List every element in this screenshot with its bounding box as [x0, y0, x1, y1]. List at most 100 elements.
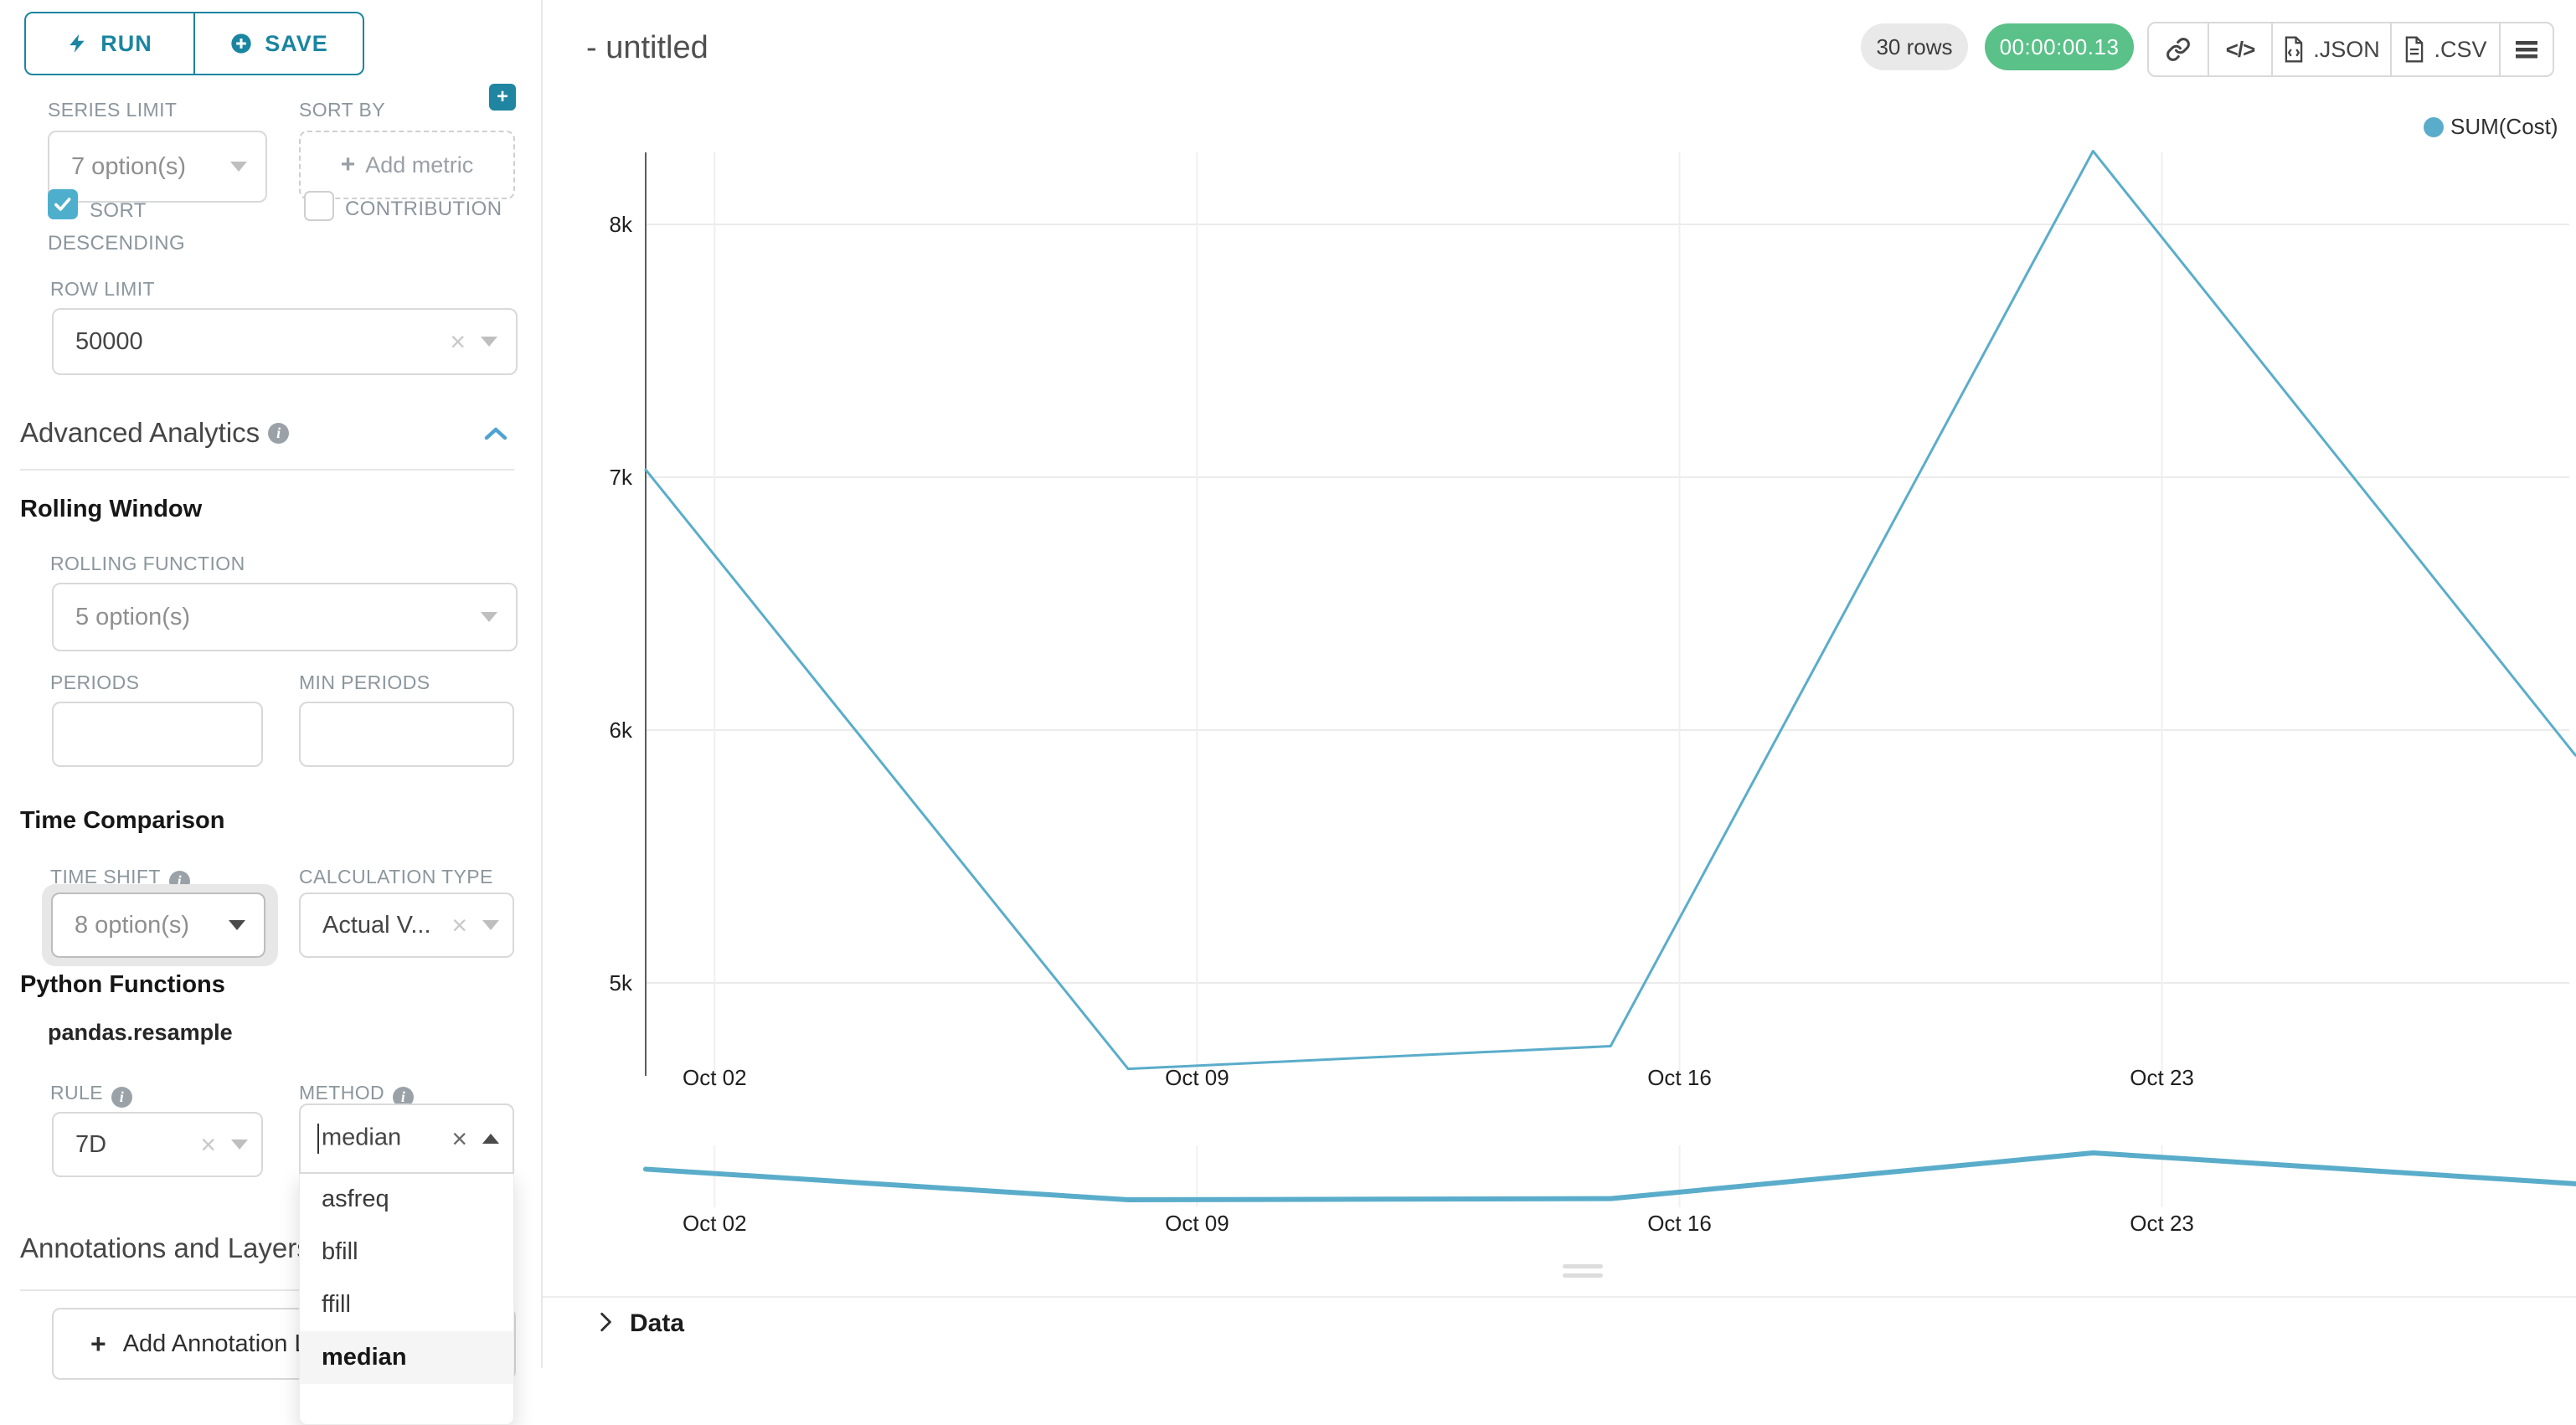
pandas-resample-label: pandas.resample	[48, 1020, 233, 1045]
chevron-up-icon	[482, 1134, 499, 1144]
chart-svg[interactable]: 5k 6k 7k 8k Oct 02 Oct 02 Oct 09 Oct 09 Oct 16 Oc…	[543, 0, 2576, 1273]
plus-icon: +	[496, 85, 508, 108]
sort-descending-label: SORT DESCENDING	[48, 199, 186, 255]
checkmark-icon	[54, 198, 71, 211]
chevron-down-icon	[231, 1139, 248, 1150]
svg-text:6k: 6k	[610, 718, 633, 743]
hamburger-menu-icon	[2516, 41, 2537, 59]
legend-label: SUM(Cost)	[2450, 114, 2558, 139]
csv-file-icon	[2406, 36, 2424, 63]
contribution-checkbox[interactable]	[304, 191, 334, 221]
plus-circle-icon	[231, 33, 251, 54]
svg-text:Oct 16: Oct 16	[1647, 1211, 1712, 1236]
export-button-group: </> .JSON .CSV	[2147, 22, 2554, 77]
method-option-asfreq[interactable]: asfreq	[322, 1186, 389, 1212]
svg-text:Oct 02: Oct 02	[683, 1211, 747, 1236]
calculation-type-value: Actual V...	[322, 911, 431, 939]
row-limit-value: 50000	[75, 327, 143, 355]
run-button-label: RUN	[100, 30, 152, 56]
legend-dot-icon	[2424, 116, 2444, 137]
chevron-right-icon[interactable]	[595, 1311, 616, 1333]
method-option-median[interactable]: median	[300, 1331, 513, 1384]
method-label: METHOD i	[299, 1082, 415, 1108]
clear-icon[interactable]: ×	[450, 327, 466, 357]
panel-resize-handle[interactable]	[1563, 1264, 1603, 1283]
data-panel-label[interactable]: Data	[630, 1309, 685, 1337]
section-divider	[20, 1289, 514, 1291]
export-csv-label: .CSV	[2434, 36, 2487, 62]
rule-label: RULE i	[50, 1082, 132, 1108]
method-option-bfill[interactable]: bfill	[322, 1238, 358, 1265]
sort-by-add-metric[interactable]: + Add metric	[299, 131, 515, 199]
clear-icon[interactable]: ×	[451, 1124, 467, 1154]
svg-text:Oct 16: Oct 16	[1647, 1065, 1712, 1090]
svg-text:Oct 09: Oct 09	[1165, 1211, 1229, 1236]
run-save-segmented-control: RUN SAVE	[24, 12, 364, 75]
row-count-badge: 30 rows	[1861, 23, 1968, 70]
min-periods-label: MIN PERIODS	[299, 671, 430, 693]
method-option-ffill[interactable]: ffill	[322, 1291, 351, 1318]
view-query-button[interactable]: </>	[2208, 23, 2271, 75]
series-limit-label: SERIES LIMIT	[48, 99, 178, 121]
chevron-down-icon	[481, 612, 497, 622]
time-comparison-title: Time Comparison	[20, 807, 225, 834]
share-link-button[interactable]	[2149, 23, 2208, 75]
section-divider	[20, 469, 514, 471]
chevron-down-icon	[230, 162, 247, 172]
chevron-down-icon	[229, 920, 245, 930]
page-title[interactable]: - untitled	[586, 30, 708, 65]
clear-icon[interactable]: ×	[200, 1129, 216, 1160]
time-shift-label: TIME SHIFT i	[50, 866, 190, 892]
export-json-button[interactable]: .JSON	[2271, 23, 2390, 75]
svg-text:7k: 7k	[610, 465, 633, 490]
save-button-label: SAVE	[265, 30, 328, 56]
run-button[interactable]: RUN	[26, 13, 193, 74]
rolling-function-value: 5 option(s)	[75, 603, 191, 630]
row-limit-select[interactable]: 50000 ×	[52, 308, 518, 375]
series-limit-value: 7 option(s)	[71, 152, 187, 180]
save-button[interactable]: SAVE	[193, 13, 363, 74]
sort-descending-checkbox[interactable]	[48, 189, 78, 219]
svg-text:Oct 09: Oct 09	[1165, 1065, 1229, 1090]
chart-panel: - untitled 30 rows 00:00:00.13 </> .JSON…	[543, 0, 2576, 1368]
annotations-header: Annotations and Layers	[20, 1232, 311, 1264]
svg-text:8k: 8k	[610, 212, 633, 237]
advanced-analytics-header[interactable]: Advanced Analytics i	[20, 417, 290, 449]
periods-input[interactable]	[52, 702, 263, 767]
rule-select[interactable]: 7D ×	[52, 1112, 263, 1177]
info-icon: i	[268, 422, 290, 444]
rule-value: 7D	[75, 1130, 107, 1158]
clear-icon[interactable]: ×	[451, 910, 467, 940]
method-combobox[interactable]: median ×	[299, 1103, 514, 1174]
export-csv-button[interactable]: .CSV	[2390, 23, 2499, 75]
time-shift-value: 8 option(s)	[75, 911, 190, 939]
row-limit-label: ROW LIMIT	[50, 278, 155, 300]
method-dropdown: asfreq bfill ffill median	[299, 1172, 514, 1425]
time-shift-select[interactable]: 8 option(s)	[51, 893, 265, 958]
text-cursor	[317, 1124, 319, 1154]
data-panel: Data	[543, 1296, 2576, 1370]
code-icon: </>	[2225, 36, 2256, 62]
chevron-down-icon	[482, 920, 499, 930]
min-periods-input[interactable]	[299, 702, 514, 767]
info-icon: i	[111, 1087, 132, 1108]
svg-text:5k: 5k	[610, 970, 633, 995]
contribution-label: CONTRIBUTION	[345, 198, 502, 220]
series-limit-select[interactable]: 7 option(s)	[48, 131, 267, 203]
rolling-function-select[interactable]: 5 option(s)	[52, 583, 518, 651]
svg-text:Oct 23: Oct 23	[2130, 1065, 2194, 1090]
calculation-type-label: CALCULATION TYPE	[299, 866, 493, 887]
calculation-type-select[interactable]: Actual V... ×	[299, 893, 514, 958]
export-json-label: .JSON	[2313, 36, 2380, 62]
rolling-window-title: Rolling Window	[20, 496, 203, 522]
chart-legend[interactable]: SUM(Cost)	[2424, 114, 2558, 140]
method-input[interactable]: median	[317, 1124, 451, 1154]
time-shift-focus-ring: 8 option(s)	[42, 884, 278, 966]
chevron-up-icon[interactable]	[484, 427, 507, 440]
link-icon	[2166, 38, 2190, 61]
rolling-function-label: ROLLING FUNCTION	[50, 553, 245, 574]
chart-menu-button[interactable]	[2499, 23, 2553, 75]
add-metric-plus-button[interactable]: +	[489, 84, 516, 111]
sort-by-label: SORT BY	[299, 99, 385, 121]
advanced-analytics-title: Advanced Analytics	[20, 417, 260, 448]
